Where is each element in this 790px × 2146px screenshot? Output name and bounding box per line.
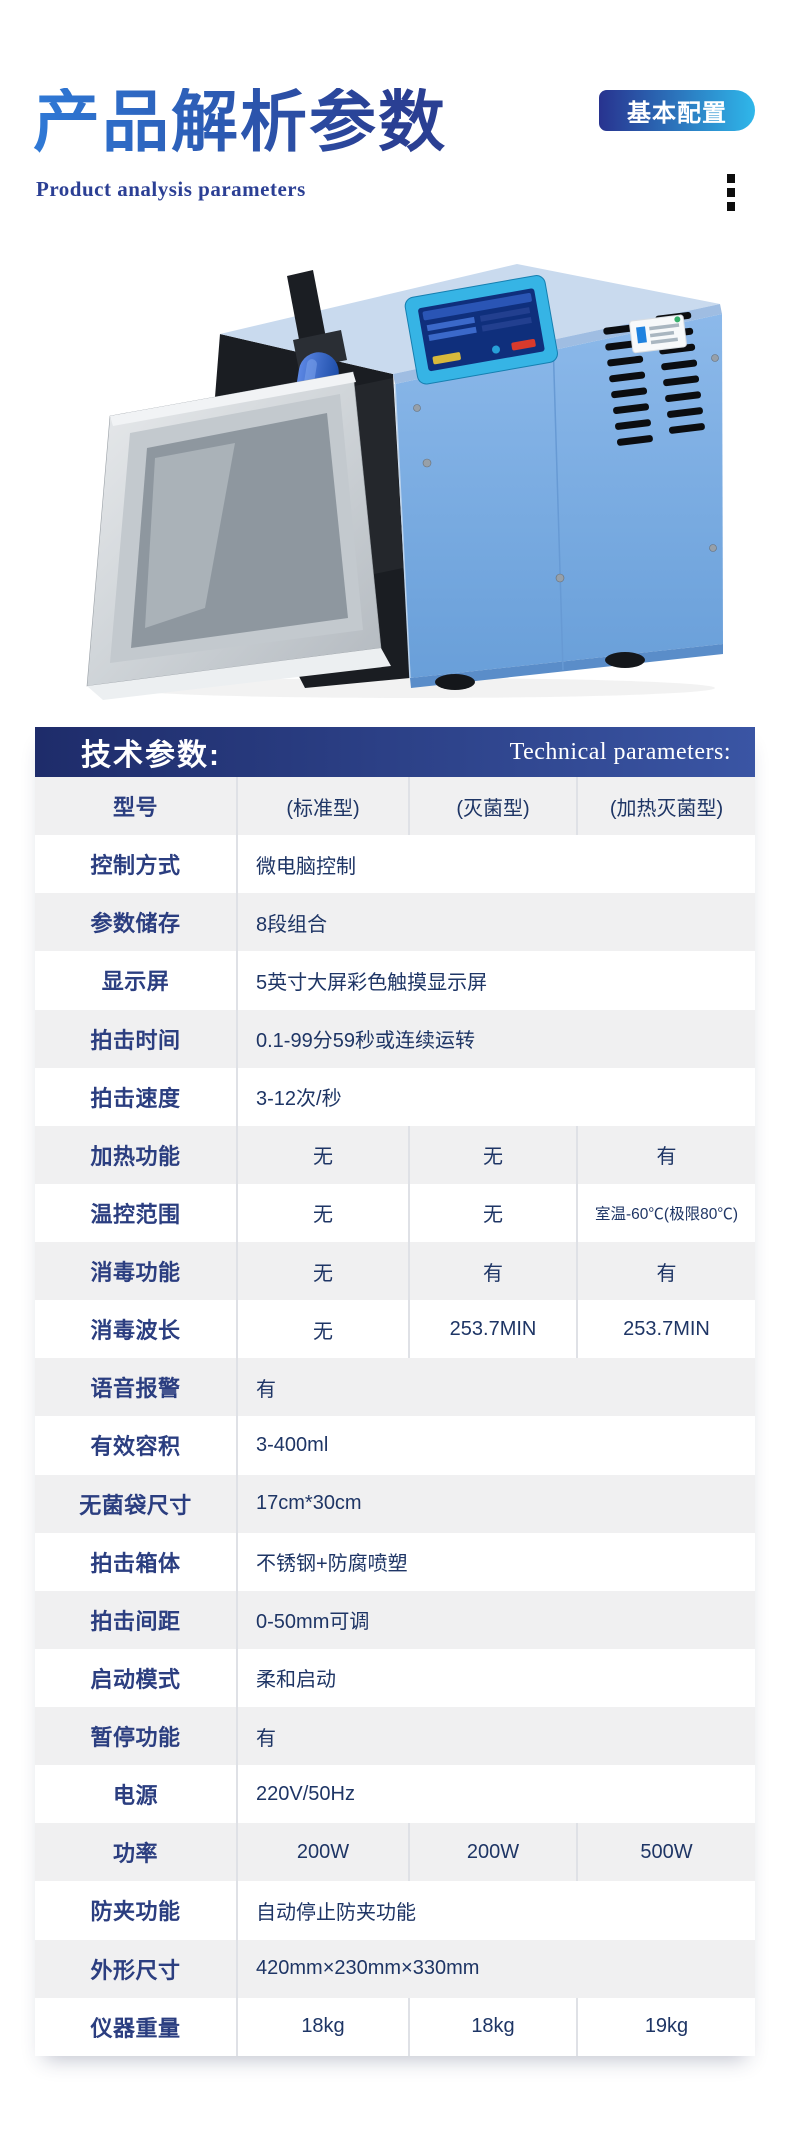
row-value: 5英寸大屏彩色触摸显示屏 — [256, 971, 488, 994]
row-value: 253.7MIN — [410, 1300, 578, 1359]
row-label: 暂停功能 — [35, 1707, 238, 1766]
table-row: 功率 200W 200W 500W — [35, 1823, 755, 1882]
row-label: 拍击间距 — [35, 1590, 238, 1649]
row-value: 253.7MIN — [623, 1317, 710, 1340]
door — [86, 371, 391, 700]
row-value: 不锈钢+防腐喷塑 — [256, 1553, 408, 1576]
table-row: 温控范围无无室温-60℃(极限80℃) — [35, 1183, 755, 1242]
row-value: 无 — [238, 1183, 410, 1242]
table-row: 暂停功能有 — [35, 1707, 755, 1766]
table-row: 启动模式 柔和启动 — [35, 1648, 755, 1707]
table-row: 拍击时间 0.1-99分59秒或连续运转 — [35, 1009, 755, 1068]
row-value: 200W — [238, 1823, 410, 1882]
row-value: 3-12次/秒 — [256, 1088, 342, 1111]
row-label: 温控范围 — [35, 1183, 238, 1242]
row-value: 无 — [238, 1242, 410, 1301]
row-value: 8段组合 — [256, 913, 328, 936]
product-image — [55, 248, 735, 700]
row-value: 无 — [410, 1183, 578, 1242]
row-value: 有 — [656, 1262, 677, 1285]
table-row: 消毒功能无有有 — [35, 1242, 755, 1301]
row-value: 18kg — [238, 1997, 410, 2056]
page-title: 产品解析参数 — [33, 86, 447, 160]
row-value: 17cm*30cm — [256, 1492, 362, 1515]
row-value: 无 — [238, 1125, 410, 1184]
table-row: 电源 220V/50Hz — [35, 1765, 755, 1824]
page-subtitle: Product analysis parameters — [36, 177, 306, 201]
basic-config-badge: 基本配置 — [599, 90, 755, 131]
row-value: 无 — [238, 1300, 410, 1359]
row-value: (加热灭菌型) — [609, 797, 724, 820]
row-value: 220V/50Hz — [256, 1782, 355, 1805]
table-row: 仪器重量 18kg 18kg 19kg — [35, 1997, 755, 2056]
dot-icon — [727, 174, 735, 183]
row-value: 室温-60℃(极限80℃) — [595, 1205, 738, 1223]
table-row: 外形尺寸 420mm×230mm×330mm — [35, 1939, 755, 1998]
row-value: 柔和启动 — [256, 1669, 336, 1692]
row-label: 消毒功能 — [35, 1242, 238, 1301]
table-row: 防夹功能 自动停止防夹功能 — [35, 1881, 755, 1940]
table-row: 无菌袋尺寸 17cm*30cm — [35, 1474, 755, 1533]
logo-sticker — [629, 314, 687, 354]
row-value: 500W — [640, 1840, 693, 1863]
row-value: 3-400ml — [256, 1433, 329, 1456]
row-label: 语音报警 — [35, 1358, 238, 1417]
table-row: 拍击间距 0-50mm可调 — [35, 1590, 755, 1649]
row-value: 微电脑控制 — [256, 855, 356, 878]
row-value: 有 — [256, 1727, 276, 1750]
dot-icon — [727, 202, 735, 211]
row-label: 外形尺寸 — [35, 1939, 238, 1998]
row-label: 无菌袋尺寸 — [35, 1474, 238, 1533]
row-label: 仪器重量 — [35, 1997, 238, 2056]
row-label: 启动模式 — [35, 1648, 238, 1707]
table-row: 语音报警有 — [35, 1358, 755, 1417]
row-value: 420mm×230mm×330mm — [256, 1957, 480, 1980]
row-label: 有效容积 — [35, 1416, 238, 1475]
table-row: 拍击速度 3-12次/秒 — [35, 1067, 755, 1126]
table-row: 显示屏 5英寸大屏彩色触摸显示屏 — [35, 951, 755, 1010]
table-row: 消毒波长无 253.7MIN 253.7MIN — [35, 1300, 755, 1359]
table-row: 控制方式 微电脑控制 — [35, 835, 755, 894]
param-table-body: 型号 (标准型) (灭菌型) (加热灭菌型) 控制方式 微电脑控制 参数储存 8段组合 显示屏 5… — [35, 777, 755, 2056]
table-row: 参数储存 8段组合 — [35, 893, 755, 952]
row-label: 功率 — [35, 1823, 238, 1882]
row-value: 无 — [410, 1125, 578, 1184]
machine-shadow — [115, 678, 715, 698]
table-row: 型号 (标准型) (灭菌型) (加热灭菌型) — [35, 777, 755, 836]
row-label: 拍击箱体 — [35, 1532, 238, 1591]
feet — [435, 652, 645, 690]
row-value: 自动停止防夹功能 — [256, 1901, 416, 1924]
spec-table-title-cn: 技术参数: — [81, 739, 221, 772]
row-value: 200W — [410, 1823, 578, 1882]
row-label: 拍击速度 — [35, 1067, 238, 1126]
row-value: 有 — [410, 1242, 578, 1301]
row-label: 控制方式 — [35, 835, 238, 894]
row-label: 显示屏 — [35, 951, 238, 1010]
table-row: 拍击箱体 不锈钢+防腐喷塑 — [35, 1532, 755, 1591]
table-row: 有效容积 3-400ml — [35, 1416, 755, 1475]
row-value: 19kg — [644, 2015, 689, 2038]
row-label: 拍击时间 — [35, 1009, 238, 1068]
dot-icon — [727, 188, 735, 197]
row-value: (灭菌型) — [410, 777, 578, 836]
row-label: 防夹功能 — [35, 1881, 238, 1940]
control-panel — [404, 275, 558, 385]
vertical-dots-decoration — [727, 174, 735, 216]
row-label: 消毒波长 — [35, 1300, 238, 1359]
spec-table: 技术参数: Technical parameters: 型号 (标准型) (灭菌型)… — [35, 727, 755, 2056]
spec-table-header: 技术参数: Technical parameters: — [35, 727, 755, 777]
row-value: (标准型) — [238, 777, 410, 836]
row-value: 有 — [656, 1146, 677, 1169]
table-row: 加热功能无无有 — [35, 1125, 755, 1184]
door-sill — [87, 648, 391, 700]
row-label: 加热功能 — [35, 1125, 238, 1184]
row-label: 参数储存 — [35, 893, 238, 952]
row-value: 有 — [256, 1378, 276, 1401]
row-label: 电源 — [35, 1765, 238, 1824]
spec-table-title-en: Technical parameters: — [509, 738, 731, 765]
row-label: 型号 — [35, 777, 238, 836]
row-value: 0-50mm可调 — [256, 1611, 370, 1634]
row-value: 18kg — [410, 1997, 578, 2056]
row-value: 0.1-99分59秒或连续运转 — [256, 1030, 475, 1053]
